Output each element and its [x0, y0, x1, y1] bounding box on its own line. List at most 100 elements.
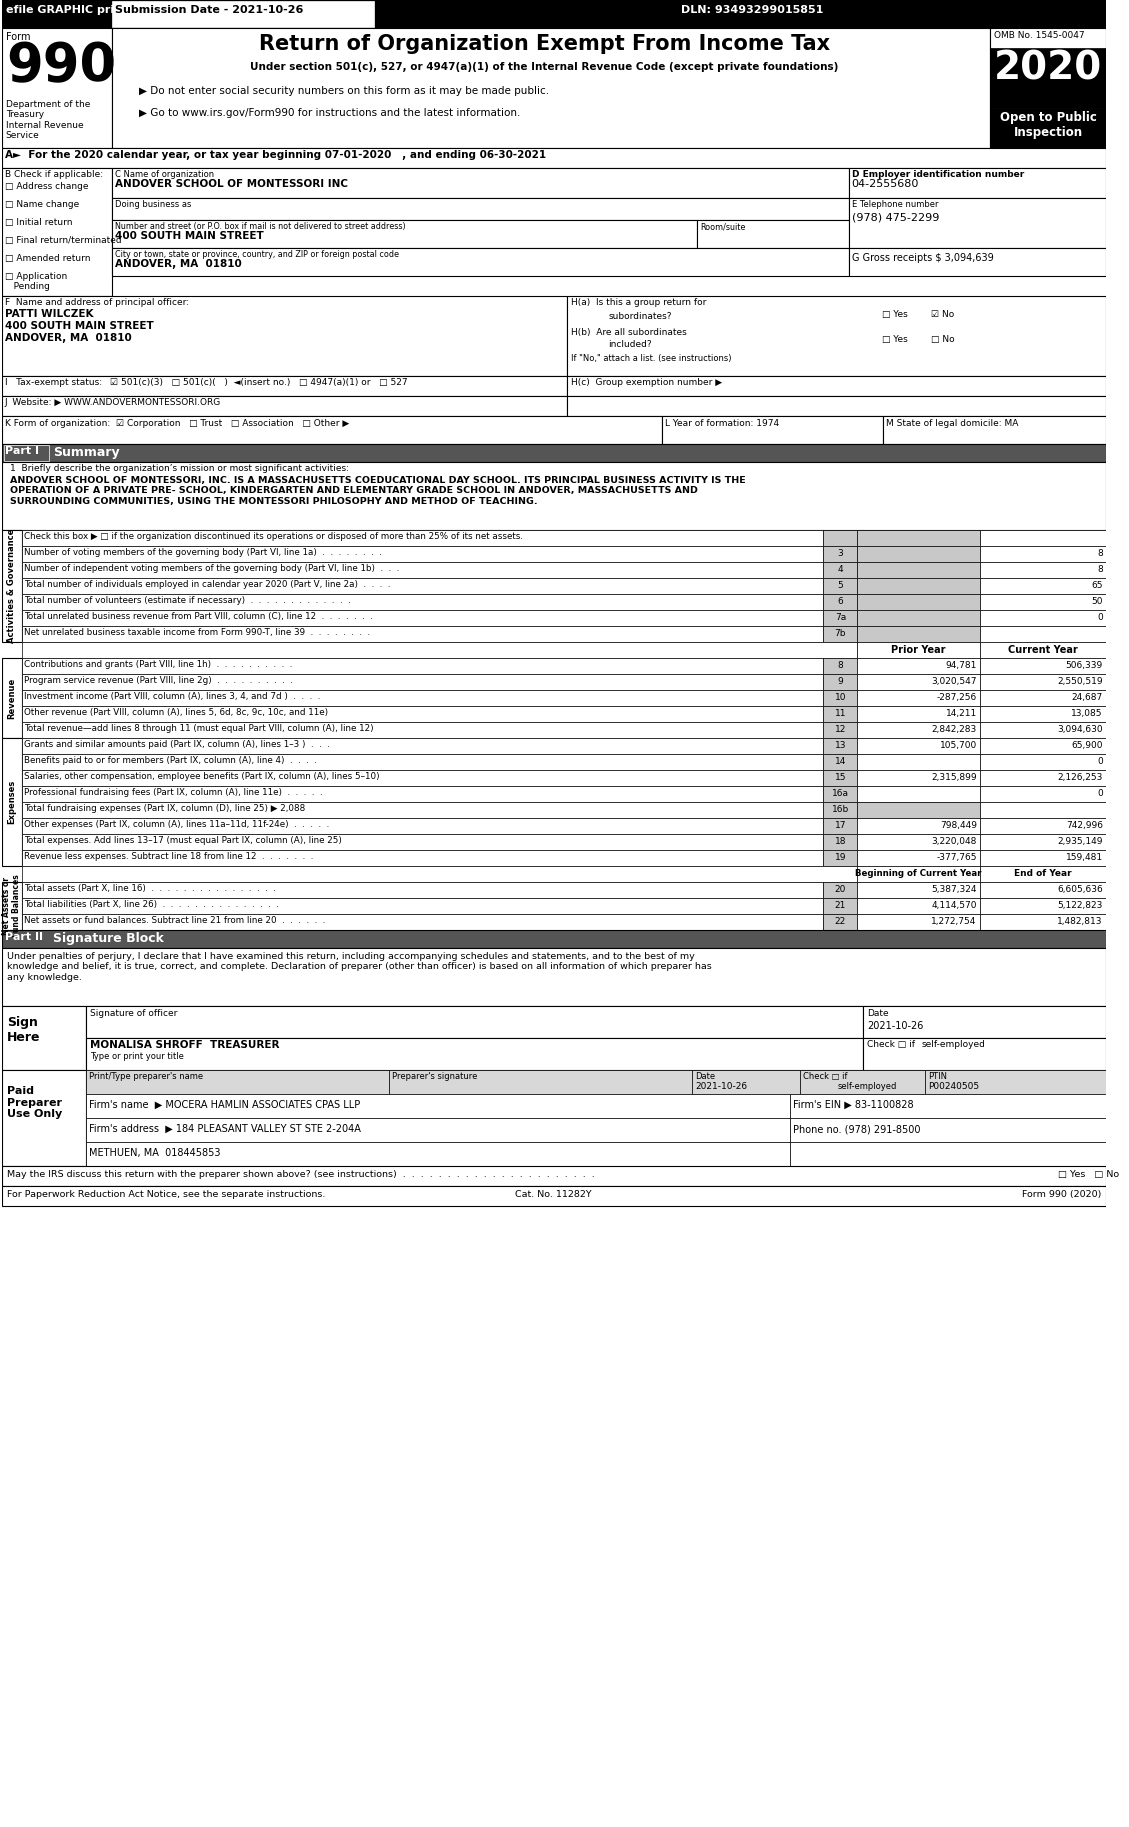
- Text: ☑ No: ☑ No: [930, 311, 954, 320]
- Bar: [858, 899, 980, 914]
- Bar: [990, 27, 1105, 148]
- Text: 16b: 16b: [832, 806, 849, 815]
- Text: 20: 20: [834, 884, 846, 893]
- Bar: [2, 738, 21, 866]
- Bar: [980, 866, 1105, 882]
- Bar: [21, 691, 823, 705]
- Bar: [21, 882, 823, 899]
- Text: Net assets or fund balances. Subtract line 21 from line 20  .  .  .  .  .  .: Net assets or fund balances. Subtract li…: [25, 915, 326, 924]
- Text: Investment income (Part VIII, column (A), lines 3, 4, and 7d )  .  .  .  .: Investment income (Part VIII, column (A)…: [25, 692, 321, 702]
- Bar: [980, 882, 1105, 899]
- Bar: [980, 658, 1105, 674]
- Text: 2,935,149: 2,935,149: [1058, 837, 1103, 846]
- Text: Date: Date: [867, 1009, 889, 1018]
- Text: 0: 0: [1097, 756, 1103, 766]
- Text: Activities & Governance: Activities & Governance: [7, 528, 16, 643]
- Bar: [21, 577, 823, 594]
- Text: Type or print your title: Type or print your title: [90, 1052, 184, 1061]
- Text: PTIN: PTIN: [928, 1072, 947, 1082]
- Bar: [823, 786, 858, 802]
- Text: 0: 0: [1097, 789, 1103, 798]
- Text: Check □ if: Check □ if: [803, 1072, 847, 1082]
- Text: C Name of organization: C Name of organization: [115, 170, 215, 179]
- Text: 4: 4: [838, 565, 843, 574]
- Bar: [858, 769, 980, 786]
- Text: Prior Year: Prior Year: [892, 645, 946, 656]
- Text: Under penalties of perjury, I declare that I have examined this return, includin: Under penalties of perjury, I declare th…: [7, 952, 711, 981]
- Bar: [390, 1071, 692, 1094]
- Text: Number of independent voting members of the governing body (Part VI, line 1b)  .: Number of independent voting members of …: [25, 565, 400, 574]
- Text: □ Address change: □ Address change: [5, 183, 88, 192]
- Text: self-employed: self-employed: [921, 1040, 984, 1049]
- Text: 2021-10-26: 2021-10-26: [867, 1021, 924, 1030]
- Text: Program service revenue (Part VIII, line 2g)  .  .  .  .  .  .  .  .  .  .: Program service revenue (Part VIII, line…: [25, 676, 294, 685]
- Bar: [2, 530, 21, 641]
- Text: Date: Date: [695, 1072, 716, 1082]
- Bar: [2, 1071, 86, 1166]
- Bar: [790, 1094, 1105, 1118]
- Bar: [823, 914, 858, 930]
- Text: 13,085: 13,085: [1071, 709, 1103, 718]
- Bar: [980, 563, 1105, 577]
- Text: Revenue less expenses. Subtract line 18 from line 12  .  .  .  .  .  .  .: Revenue less expenses. Subtract line 18 …: [25, 851, 314, 861]
- Bar: [858, 691, 980, 705]
- Text: 9: 9: [838, 678, 843, 685]
- Text: ☑ 501(c)(3)   □ 501(c)(   )  ◄(insert no.)   □ 4947(a)(1) or   □ 527: ☑ 501(c)(3) □ 501(c)( ) ◄(insert no.) □ …: [110, 378, 408, 387]
- Bar: [2, 658, 21, 738]
- Text: 6: 6: [838, 597, 843, 607]
- Bar: [980, 914, 1105, 930]
- Bar: [113, 168, 849, 197]
- Text: Total fundraising expenses (Part IX, column (D), line 25) ▶ 2,088: Total fundraising expenses (Part IX, col…: [25, 804, 306, 813]
- Bar: [823, 546, 858, 563]
- Text: ANDOVER SCHOOL OF MONTESSORI, INC. IS A MASSACHUSETTS COEDUCATIONAL DAY SCHOOL. : ANDOVER SCHOOL OF MONTESSORI, INC. IS A …: [10, 477, 745, 506]
- Bar: [86, 1038, 864, 1071]
- Text: H(c)  Group exemption number ▶: H(c) Group exemption number ▶: [571, 378, 723, 387]
- Bar: [858, 802, 980, 818]
- Bar: [823, 577, 858, 594]
- Text: Number and street (or P.O. box if mail is not delivered to street address): Number and street (or P.O. box if mail i…: [115, 223, 406, 230]
- Bar: [21, 705, 823, 722]
- Text: 2,550,519: 2,550,519: [1057, 678, 1103, 685]
- Bar: [2, 148, 1105, 168]
- Bar: [2, 296, 567, 376]
- Bar: [980, 850, 1105, 866]
- Bar: [823, 674, 858, 691]
- Bar: [86, 1071, 390, 1094]
- Text: 24,687: 24,687: [1071, 692, 1103, 702]
- Text: J  Website: ▶ WWW.ANDOVERMONTESSORI.ORG: J Website: ▶ WWW.ANDOVERMONTESSORI.ORG: [5, 398, 221, 407]
- Bar: [823, 769, 858, 786]
- Text: 50: 50: [1092, 597, 1103, 607]
- Text: DLN: 93493299015851: DLN: 93493299015851: [682, 5, 824, 15]
- Text: □ Name change: □ Name change: [5, 199, 79, 208]
- Bar: [980, 691, 1105, 705]
- Bar: [790, 1142, 1105, 1166]
- Text: 5,122,823: 5,122,823: [1058, 901, 1103, 910]
- Text: 2,126,253: 2,126,253: [1058, 773, 1103, 782]
- Text: 8: 8: [1097, 548, 1103, 557]
- Text: 22: 22: [834, 917, 846, 926]
- Bar: [21, 769, 823, 786]
- Text: Check □ if: Check □ if: [867, 1040, 916, 1049]
- Bar: [113, 197, 849, 219]
- Text: 8: 8: [838, 661, 843, 671]
- Bar: [980, 577, 1105, 594]
- Bar: [980, 610, 1105, 627]
- Bar: [883, 417, 1105, 444]
- Text: 5: 5: [838, 581, 843, 590]
- Text: MONALISA SHROFF  TREASURER: MONALISA SHROFF TREASURER: [90, 1040, 280, 1051]
- Text: □ No: □ No: [930, 334, 954, 343]
- Text: 506,339: 506,339: [1066, 661, 1103, 671]
- Text: 21: 21: [834, 901, 846, 910]
- Bar: [858, 850, 980, 866]
- Text: □ Final return/terminated: □ Final return/terminated: [5, 236, 122, 245]
- Text: Benefits paid to or for members (Part IX, column (A), line 4)  .  .  .  .: Benefits paid to or for members (Part IX…: [25, 756, 317, 766]
- Bar: [86, 1094, 790, 1118]
- Bar: [21, 658, 823, 674]
- Bar: [849, 248, 1105, 276]
- Text: Number of voting members of the governing body (Part VI, line 1a)  .  .  .  .  .: Number of voting members of the governin…: [25, 548, 383, 557]
- Bar: [980, 818, 1105, 833]
- Bar: [823, 882, 858, 899]
- Bar: [2, 417, 662, 444]
- Bar: [21, 610, 823, 627]
- Text: B Check if applicable:: B Check if applicable:: [5, 170, 103, 179]
